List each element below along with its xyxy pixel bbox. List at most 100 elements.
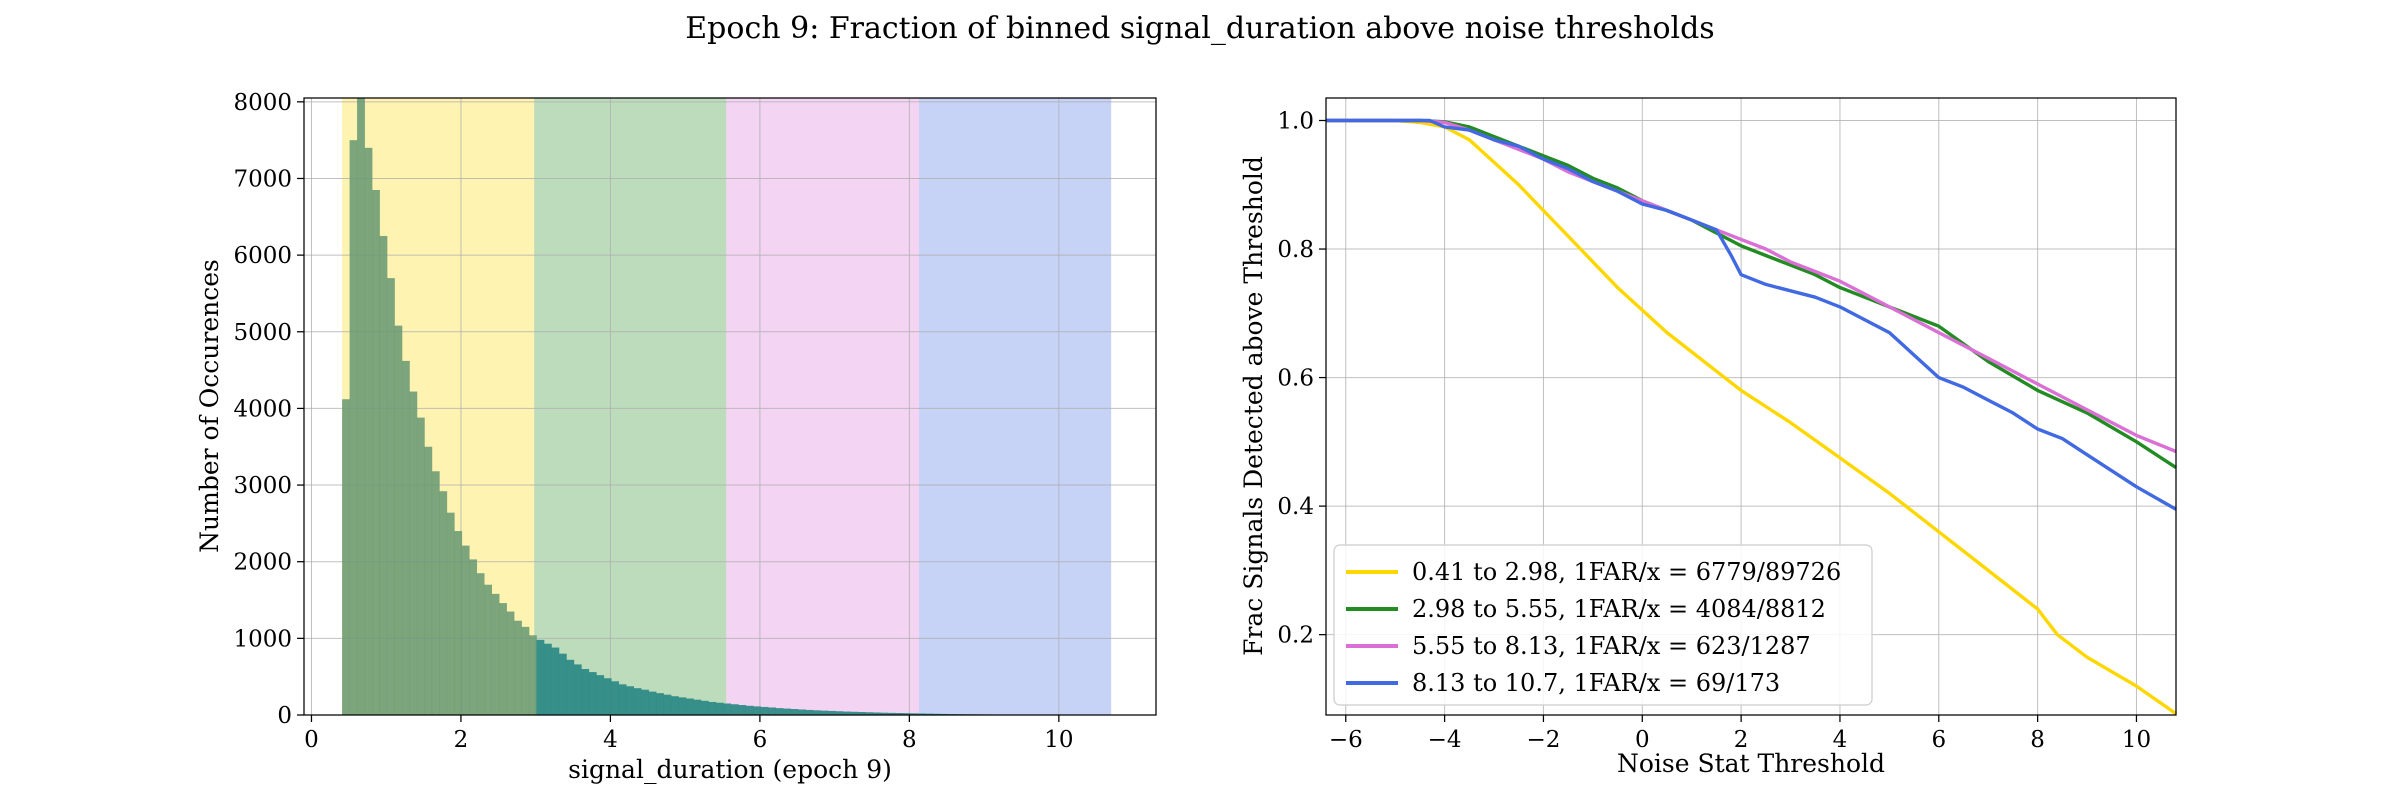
histogram-bar [730, 704, 739, 715]
duration-band-2 [534, 98, 727, 715]
histogram-bar [379, 235, 388, 715]
x-tick-label: 4 [603, 727, 618, 753]
histogram-bar [678, 697, 687, 715]
series-line-1 [1326, 118, 2177, 716]
histogram-bar [880, 712, 889, 715]
y-tick-label: 5000 [233, 320, 292, 346]
x-tick-label: −4 [1428, 727, 1462, 753]
y-tick-label: 6000 [233, 243, 292, 269]
histogram-bars [342, 98, 1113, 715]
histogram-bar [895, 713, 904, 715]
series-line-4 [1326, 118, 2177, 511]
histogram-bar [424, 446, 433, 715]
histogram-bar [693, 699, 702, 715]
x-tick-label: 0 [304, 727, 319, 753]
histogram-bar [573, 664, 582, 715]
histogram-ticks: 0 2 4 6 8 10 0 1000 2000 3000 4000 5000 6000 7000 8000 [233, 90, 1073, 753]
histogram-bar [611, 681, 620, 715]
x-tick-label: 0 [1635, 727, 1650, 753]
histogram-bar [685, 698, 694, 715]
x-tick-label: 8 [2030, 727, 2045, 753]
figure-title: Epoch 9: Fraction of binned signal_durat… [685, 11, 1714, 46]
histogram-bar [656, 693, 664, 715]
histogram-bar [416, 417, 425, 715]
legend-label-1: 0.41 to 2.98, 1FAR/x = 6779/89726 [1412, 558, 1841, 586]
histogram-bar [648, 691, 657, 715]
x-tick-label: 4 [1833, 727, 1848, 753]
y-tick-label: 3000 [233, 473, 292, 499]
histogram-bar [910, 713, 918, 715]
histogram-bar [514, 620, 522, 715]
threshold-line-chart: −6 −4 −2 0 2 4 6 8 10 0.2 0.4 0.6 0.8 1.0 Noise Stat … [1239, 97, 2177, 778]
histogram-bar [663, 694, 672, 715]
legend: 0.41 to 2.98, 1FAR/x = 6779/89726 2.98 to… [1333, 544, 1873, 706]
x-tick-label: −2 [1526, 727, 1560, 753]
x-tick-label: 6 [1931, 727, 1946, 753]
histogram-bar [364, 147, 373, 715]
histogram-bar [558, 653, 567, 715]
histogram-bar [596, 675, 605, 715]
histogram-bar [798, 709, 806, 715]
y-tick-label: 8000 [233, 90, 292, 116]
histogram-bar [760, 706, 769, 715]
histogram-bar [401, 360, 410, 715]
histogram-bar [753, 706, 762, 715]
histogram-bar [925, 713, 933, 715]
histogram-bar [865, 712, 874, 715]
y-tick-label: 1.0 [1277, 108, 1314, 134]
threshold-lines [1326, 118, 2177, 716]
histogram-bar [805, 709, 814, 715]
x-tick-label: −6 [1329, 727, 1363, 753]
histogram-bar [812, 710, 821, 715]
y-tick-label: 4000 [233, 396, 292, 422]
legend-label-3: 5.55 to 8.13, 1FAR/x = 623/1287 [1412, 632, 1811, 660]
histogram-bar [633, 688, 642, 715]
y-tick-label: 0.4 [1277, 494, 1314, 520]
histogram-bar [835, 711, 844, 715]
histogram-bar [827, 710, 836, 715]
histogram-bar [783, 708, 791, 715]
series-line-3 [1326, 118, 2177, 454]
histogram-bar [775, 708, 784, 715]
x-tick-label: 2 [454, 727, 469, 753]
histogram-frame [303, 97, 1157, 716]
histogram-bar [670, 696, 679, 715]
histogram-bar [528, 635, 537, 715]
duration-band-4 [919, 98, 1112, 715]
histogram-bar [372, 189, 380, 715]
histogram-bar [357, 98, 365, 715]
legend-box [1333, 544, 1873, 706]
histogram-bar [454, 531, 463, 715]
histogram-bar [566, 659, 575, 715]
histogram-bar [842, 711, 851, 715]
duration-band-3 [726, 98, 920, 715]
histogram-bar [349, 140, 358, 715]
y-tick-label: 0.2 [1277, 623, 1314, 649]
histogram-bar [917, 713, 926, 715]
x-tick-label: 2 [1734, 727, 1749, 753]
histogram-bar [439, 491, 448, 715]
histogram-bar [409, 391, 418, 715]
y-tick-label: 0.8 [1277, 237, 1314, 263]
y-tick-label: 2000 [233, 550, 292, 576]
histogram-bar [469, 559, 478, 715]
histogram-bar [543, 643, 552, 715]
histogram-bar [850, 711, 859, 715]
histogram-bar [431, 471, 440, 715]
histogram-bar [551, 647, 560, 715]
histogram-bar [484, 584, 492, 715]
histogram-bar [745, 705, 754, 715]
histogram-xlabel: signal_duration (epoch 9) [568, 755, 892, 784]
histogram-bar [394, 325, 403, 715]
histogram-bar [857, 712, 866, 715]
line-frame [1325, 97, 2177, 716]
y-tick-label: 0 [277, 703, 292, 729]
duration-bands [342, 98, 1112, 715]
histogram-bar [715, 702, 724, 715]
histogram-bar [588, 672, 597, 715]
histogram-bar [446, 512, 455, 715]
legend-label-2: 2.98 to 5.55, 1FAR/x = 4084/8812 [1412, 595, 1826, 623]
histogram-chart: 0 2 4 6 8 10 0 1000 2000 3000 4000 5000 6000 7000 8000… [195, 90, 1157, 784]
line-ylabel: Frac Signals Detected above Threshold [1239, 156, 1268, 656]
